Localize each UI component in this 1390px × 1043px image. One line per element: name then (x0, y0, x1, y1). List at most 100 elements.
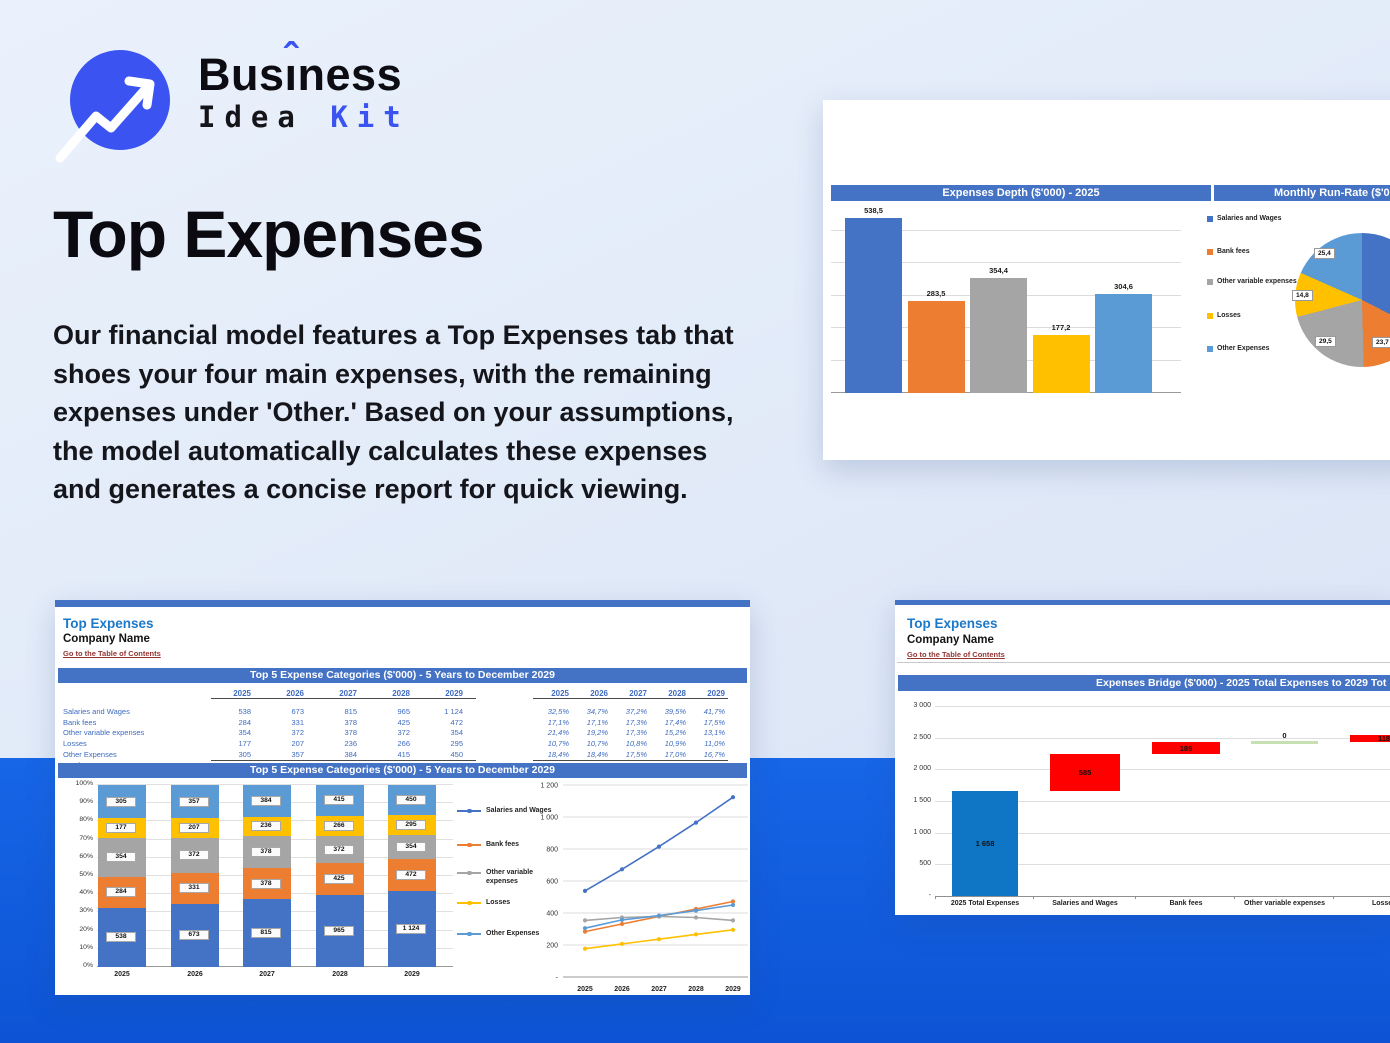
legend-item: Other variable expenses (1207, 278, 1299, 287)
bar-value-label: 118 (1377, 733, 1390, 743)
legend-dot (467, 842, 472, 847)
expense-table: 2025 2026 2027 2028 2029 2025 2026 2027 2028 2029… (63, 688, 745, 771)
legend-swatch (1207, 313, 1213, 319)
bar-value-label: 177,2 (1051, 323, 1071, 333)
data-point (693, 908, 699, 913)
pct-cells: 17,1% 17,1% 17,3% 17,4% 17,5% (533, 718, 728, 727)
brand-line1-pre: Bus (198, 49, 285, 100)
row-label: Other Expenses (63, 750, 117, 760)
brand-line1-post: ness (297, 49, 403, 100)
legend-marker (457, 807, 481, 815)
value-cells: 354 372 378 372 354 (211, 728, 476, 737)
data-point (656, 844, 662, 849)
waterfall-header-bar: Expenses Bridge ($'000) - 2025 Total Exp… (898, 675, 1390, 691)
x-axis-label: 2026 (614, 986, 630, 993)
table-cell: 17,3% (625, 728, 647, 738)
table-cell: 673 (291, 706, 304, 716)
waterfall-bar (952, 791, 1018, 896)
table-cell: 538 (238, 706, 251, 716)
legend-label: Other variable expenses (486, 869, 534, 886)
legend-marker (457, 841, 481, 849)
y-axis-label: 400 (546, 911, 558, 918)
table-cell: 2026 (590, 689, 608, 698)
legend-swatch (1207, 249, 1213, 255)
divider (897, 662, 1390, 663)
brand-line2: Idea Kit (198, 100, 410, 134)
segment-value-label: 384 (251, 795, 281, 806)
table-cell: 357 (291, 750, 304, 760)
data-point (582, 926, 588, 931)
table-row: Salaries and Wages 538 673 815 965 1 124 32,5%… (63, 706, 745, 717)
table-cell: 472 (450, 717, 463, 727)
y-axis-label: 3 000 (913, 702, 931, 710)
data-point (582, 929, 588, 934)
table-cell: 2027 (339, 689, 357, 698)
brand-kit: Kit (330, 100, 410, 134)
y-axis-label: 1 200 (540, 783, 558, 790)
table-cell: 2027 (629, 689, 647, 698)
table-row: Losses 177 207 236 266 295 10,7% 10,7% 10,8% 10,9… (63, 738, 745, 749)
table-cell: 207 (291, 739, 304, 749)
waterfall-bar (1152, 742, 1220, 755)
brand-line1-i: ı (284, 49, 298, 100)
segment-value-label: 378 (251, 878, 281, 889)
y-axis-label: 500 (919, 860, 931, 868)
legend-swatch (1207, 346, 1213, 352)
table-cell: 177 (238, 739, 251, 749)
y-axis-label: 600 (546, 879, 558, 886)
data-point (582, 888, 588, 893)
pct-cells: 2025 2026 2027 2028 2029 (533, 689, 728, 699)
brand-text: Bus ˆ ıness Idea Kit (198, 36, 410, 135)
pct-cells: 18,4% 18,4% 17,5% 17,0% 16,7% (533, 750, 728, 759)
table-cell: 354 (450, 728, 463, 738)
segment-value-label: 815 (251, 928, 281, 939)
table-of-contents-link[interactable]: Go to the Table of Contents (63, 649, 161, 658)
table-of-contents-link[interactable]: Go to the Table of Contents (907, 650, 1005, 659)
y-axis-label: 90% (79, 798, 93, 806)
bar-1 (907, 300, 965, 393)
y-axis-label: 1 000 (913, 828, 931, 836)
y-axis-label: - (556, 975, 559, 982)
table-cell: 10,8% (625, 739, 647, 749)
table-cell: 2028 (668, 689, 686, 698)
data-point (730, 795, 736, 800)
pie-data-label: 25,4 (1314, 248, 1335, 259)
segment-value-label: 305 (106, 796, 136, 807)
legend-label: Losses (486, 899, 511, 906)
y-axis-label: 40% (79, 889, 93, 897)
data-point (619, 917, 625, 922)
table-cell: 372 (291, 728, 304, 738)
data-point (730, 899, 736, 904)
segment-value-label: 284 (106, 887, 136, 898)
chart-header-monthly-runrate: Monthly Run-Rate ($'000 (1214, 185, 1390, 201)
axis-tick (1333, 896, 1334, 899)
table-cell: 10,7% (586, 739, 608, 749)
waterfall-bar (1251, 740, 1318, 744)
legend-dot (467, 808, 472, 813)
table-cell: 415 (397, 750, 410, 760)
table-cell: 37,2% (625, 706, 647, 716)
table-cell: 10,7% (547, 739, 569, 749)
y-axis-label: 2 000 (913, 765, 931, 773)
segment-value-label: 415 (324, 795, 354, 806)
y-axis-label: 2 500 (913, 733, 931, 741)
data-point (693, 820, 699, 825)
value-cells: 177 207 236 266 295 (211, 739, 476, 748)
legend-dot (467, 870, 472, 875)
segment-value-label: 295 (396, 820, 426, 831)
x-axis-label: 2028 (332, 971, 348, 978)
table-cell: 372 (397, 728, 410, 738)
legend-dot (467, 931, 472, 936)
value-cells: 305 357 384 415 450 (211, 750, 476, 759)
segment-value-label: 207 (179, 823, 209, 834)
legend-label: Bank fees (486, 841, 520, 848)
legend-label: Salaries and Wages (1217, 215, 1282, 222)
table-cell: 354 (238, 728, 251, 738)
data-point (693, 932, 699, 937)
gridline (935, 706, 1390, 708)
line-series (584, 796, 734, 892)
y-axis-label: 30% (79, 907, 93, 915)
legend-label: Other Expenses (486, 930, 540, 937)
segment-value-label: 266 (324, 820, 354, 831)
